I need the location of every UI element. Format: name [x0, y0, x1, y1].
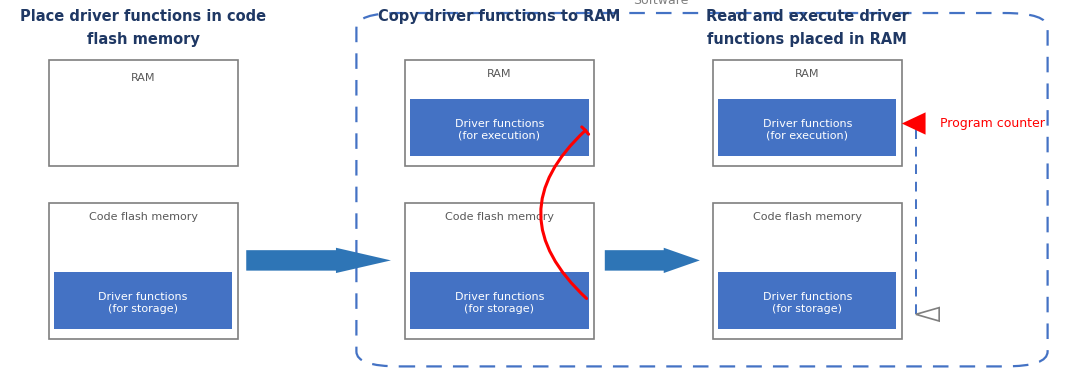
- Polygon shape: [246, 248, 391, 273]
- Bar: [718, 99, 896, 156]
- Text: (for storage): (for storage): [108, 304, 178, 314]
- Text: (for storage): (for storage): [464, 304, 535, 314]
- Text: functions placed in RAM: functions placed in RAM: [707, 32, 907, 46]
- Text: (for execution): (for execution): [767, 131, 848, 141]
- Bar: [410, 272, 589, 329]
- Text: Copy driver functions to RAM: Copy driver functions to RAM: [378, 9, 621, 24]
- Text: Code flash memory: Code flash memory: [445, 212, 554, 222]
- Bar: [410, 99, 589, 156]
- Text: Place driver functions in code: Place driver functions in code: [21, 9, 266, 24]
- Text: RAM: RAM: [131, 73, 156, 83]
- Text: Code flash memory: Code flash memory: [753, 212, 862, 222]
- Text: Driver functions: Driver functions: [455, 119, 544, 129]
- FancyArrowPatch shape: [541, 127, 589, 298]
- Text: Driver functions: Driver functions: [762, 119, 852, 129]
- Text: Driver functions: Driver functions: [455, 292, 544, 302]
- Bar: [49, 203, 238, 339]
- Text: Software: Software: [633, 0, 688, 7]
- Bar: [405, 60, 594, 166]
- Polygon shape: [605, 248, 700, 273]
- Text: (for storage): (for storage): [772, 304, 842, 314]
- Bar: [49, 60, 238, 166]
- Text: RAM: RAM: [487, 69, 512, 79]
- Text: RAM: RAM: [795, 69, 820, 79]
- Text: Driver functions: Driver functions: [762, 292, 852, 302]
- Bar: [54, 272, 232, 329]
- Text: Program counter: Program counter: [940, 117, 1044, 130]
- Text: Code flash memory: Code flash memory: [89, 212, 198, 222]
- Text: (for execution): (for execution): [459, 131, 540, 141]
- Polygon shape: [902, 112, 926, 135]
- Text: Read and execute driver: Read and execute driver: [706, 9, 908, 24]
- Text: flash memory: flash memory: [86, 32, 200, 46]
- Text: Driver functions: Driver functions: [98, 292, 188, 302]
- Bar: [405, 203, 594, 339]
- Bar: [713, 203, 902, 339]
- Bar: [718, 272, 896, 329]
- Bar: [713, 60, 902, 166]
